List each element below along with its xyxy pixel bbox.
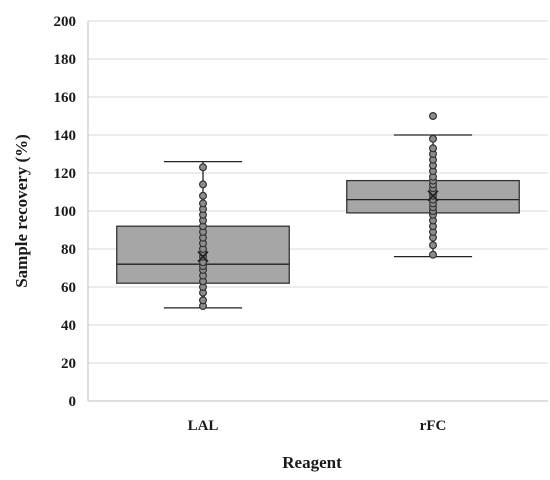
mean-marker bbox=[427, 190, 439, 202]
y-tick-label: 40 bbox=[61, 318, 76, 334]
data-point bbox=[199, 180, 208, 189]
y-tick-label: 200 bbox=[54, 14, 77, 30]
y-tick-label: 0 bbox=[69, 394, 77, 410]
data-point bbox=[429, 134, 438, 143]
axes bbox=[87, 21, 548, 402]
data-point bbox=[429, 144, 438, 153]
y-tick-label: 100 bbox=[54, 204, 77, 220]
y-tick-label: 120 bbox=[54, 166, 77, 182]
data-point bbox=[429, 111, 438, 120]
data-point bbox=[429, 241, 438, 250]
mean-marker-stroke bbox=[427, 190, 439, 202]
data-point bbox=[429, 250, 438, 259]
data-point bbox=[199, 199, 208, 208]
y-tick-label: 180 bbox=[54, 52, 77, 68]
y-tick-label: 140 bbox=[54, 128, 77, 144]
data-point bbox=[199, 191, 208, 200]
mean-marker bbox=[197, 250, 209, 263]
data-points bbox=[197, 111, 439, 311]
x-tick-label: LAL bbox=[188, 418, 219, 434]
y-tick-label: 60 bbox=[61, 280, 76, 296]
y-tick-label: 80 bbox=[61, 242, 76, 258]
x-tick-labels: LAL rFC bbox=[188, 418, 447, 434]
x-tick-label: rFC bbox=[420, 418, 447, 434]
boxes bbox=[116, 134, 520, 309]
y-axis-title: Sample recovery (%) bbox=[12, 134, 31, 288]
y-tick-labels: 0 20 40 60 80 100 120 140 160 180 200 bbox=[54, 14, 77, 410]
y-tick-label: 20 bbox=[61, 356, 76, 372]
data-point bbox=[199, 296, 208, 305]
y-tick-label: 160 bbox=[54, 90, 77, 106]
x-axis-title: Reagent bbox=[282, 453, 342, 472]
data-point bbox=[199, 163, 208, 172]
mean-marker-stroke bbox=[197, 250, 209, 263]
